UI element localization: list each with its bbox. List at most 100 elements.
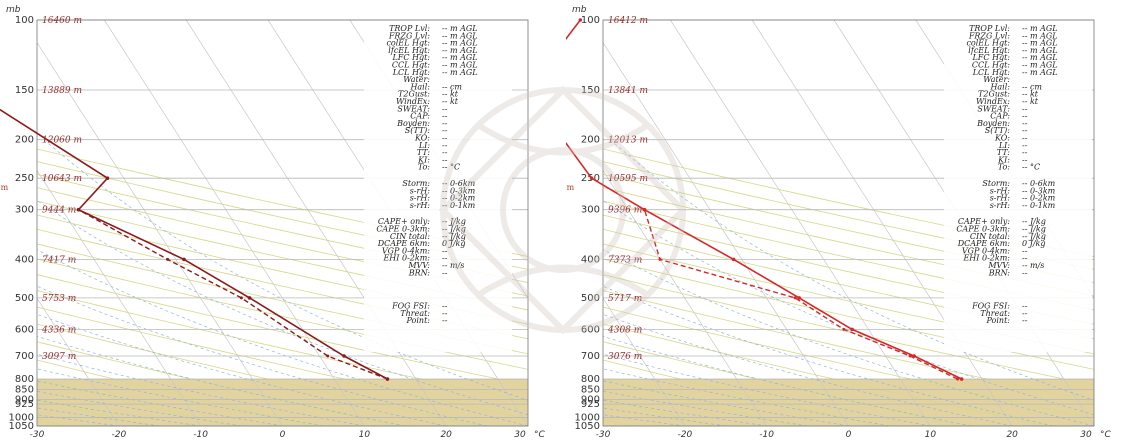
temperature-point (589, 176, 594, 181)
temperature-tick-label: 10 (359, 430, 371, 440)
pressure-axis-label: mb (6, 5, 21, 15)
index-value: -- m AGL (442, 31, 478, 40)
pressure-tick-label: 800 (581, 374, 600, 385)
temperature-unit-label: °C (534, 430, 546, 440)
pressure-tick-label: 100 (581, 15, 600, 26)
level-marker: m (567, 183, 575, 192)
moist-adiabat-line (37, 313, 447, 426)
pressure-tick-label: 800 (15, 374, 34, 385)
index-label: LI: (998, 141, 1010, 150)
dry-adiabat-line (603, 359, 880, 426)
index-value: -- (442, 126, 448, 135)
index-label: FOG FSI: (971, 302, 1010, 311)
index-label: CCL Hgt: (392, 61, 430, 70)
isotherm-line (603, 425, 604, 426)
moist-adiabat-line (37, 200, 528, 416)
temperature-tick-label: 30 (514, 430, 526, 440)
dewpoint-point (385, 377, 389, 381)
index-value: -- °C (442, 163, 460, 172)
temperature-tick-label: -20 (111, 430, 126, 440)
dry-adiabat-line (37, 418, 66, 426)
index-label: s-rH: (410, 201, 431, 210)
height-label: 5717 m (608, 294, 642, 304)
index-value: -- 0-1km (1022, 201, 1056, 210)
pressure-tick-label: 850 (15, 385, 34, 396)
height-label: 4308 m (607, 325, 642, 335)
index-label: EHI 0-2km: (382, 254, 430, 263)
dry-adiabat-line (37, 290, 528, 403)
dry-adiabat-line (603, 378, 797, 426)
index-label: CAP: (990, 112, 1010, 121)
index-value: -- (1022, 302, 1028, 311)
index-label: Water: (983, 75, 1010, 84)
index-value: -- (442, 309, 448, 318)
temperature-tick-label: -30 (30, 430, 45, 440)
pressure-tick-label: 1000 (9, 413, 34, 424)
pressure-tick-label: 925 (581, 399, 600, 410)
dry-adiabat-line (37, 214, 528, 325)
index-value: -- m AGL (1022, 24, 1058, 33)
surface-layer-band (603, 379, 1094, 426)
dry-adiabat-line (603, 306, 1094, 420)
dry-adiabat-line (37, 359, 314, 426)
index-value: -- (442, 104, 448, 113)
dewpoint-point (643, 208, 647, 212)
index-table-background (364, 22, 512, 352)
index-label: EHI 0-2km: (962, 254, 1010, 263)
dry-adiabat-line (37, 174, 528, 283)
dry-adiabat-line (37, 148, 528, 257)
index-value: -- °C (1022, 163, 1040, 172)
moist-adiabat-line (603, 313, 1013, 426)
index-value: -- m/s (442, 261, 464, 270)
index-value: -- 0-3km (1022, 186, 1056, 195)
index-value: -- J/kg (1022, 232, 1046, 241)
pressure-tick-label: 1000 (575, 413, 600, 424)
dewpoint-point (239, 296, 243, 300)
dry-adiabat-line (603, 341, 963, 426)
temperature-tick-label: 0 (280, 430, 286, 440)
temperature-point (850, 327, 854, 332)
isotherm-line (37, 297, 120, 426)
plot-frame (36, 19, 529, 427)
skewt-chart-right: 1001502002503004005006007008008509009251… (566, 5, 1112, 440)
pressure-tick-label: 1050 (575, 421, 600, 432)
index-label: S(TT): (405, 126, 431, 135)
index-value: -- m AGL (1022, 31, 1058, 40)
pressure-tick-label: 925 (15, 399, 34, 410)
height-label: 7373 m (608, 255, 642, 265)
pressure-tick-label: 600 (15, 324, 34, 335)
index-value: -- (442, 141, 448, 150)
temperature-tick-label: -20 (677, 430, 692, 440)
pressure-tick-label: 150 (15, 85, 34, 96)
index-label: Threat: (980, 309, 1010, 318)
dry-adiabat-line (37, 341, 397, 426)
dry-adiabat-line (37, 398, 148, 426)
index-value: -- 0-1km (442, 201, 476, 210)
index-label: colEL Hgt: (966, 39, 1010, 48)
index-value: -- m AGL (442, 53, 478, 62)
index-label: s-rH: (990, 186, 1011, 195)
temperature-point (342, 354, 346, 358)
index-value: -- (1022, 246, 1028, 255)
temperature-profile-line (0, 108, 388, 380)
index-label: TROP Lvl: (389, 24, 430, 33)
height-label: 3097 m (42, 352, 76, 362)
temperature-tick-label: 20 (440, 430, 452, 440)
index-label: CIN total: (970, 232, 1010, 241)
index-label: DCAPE 6km: (957, 239, 1011, 248)
temperature-point (247, 296, 252, 300)
height-label: 5753 m (42, 294, 76, 304)
moist-adiabat-line (609, 139, 1094, 401)
dry-adiabat-line (603, 148, 1094, 257)
pressure-tick-label: 900 (581, 394, 600, 405)
dry-adiabat-line (37, 274, 528, 386)
index-value: -- J/kg (442, 225, 466, 234)
dry-adiabat-line (603, 418, 632, 426)
temperature-point (578, 18, 583, 22)
index-value: -- 0-6km (1022, 179, 1056, 188)
dewpoint-profile-line (643, 209, 958, 380)
index-label: CAPE 0-3km: (376, 225, 430, 234)
index-label: FOG FSI: (391, 302, 430, 311)
temperature-point (797, 296, 801, 300)
index-label: WindEx: (396, 97, 430, 106)
